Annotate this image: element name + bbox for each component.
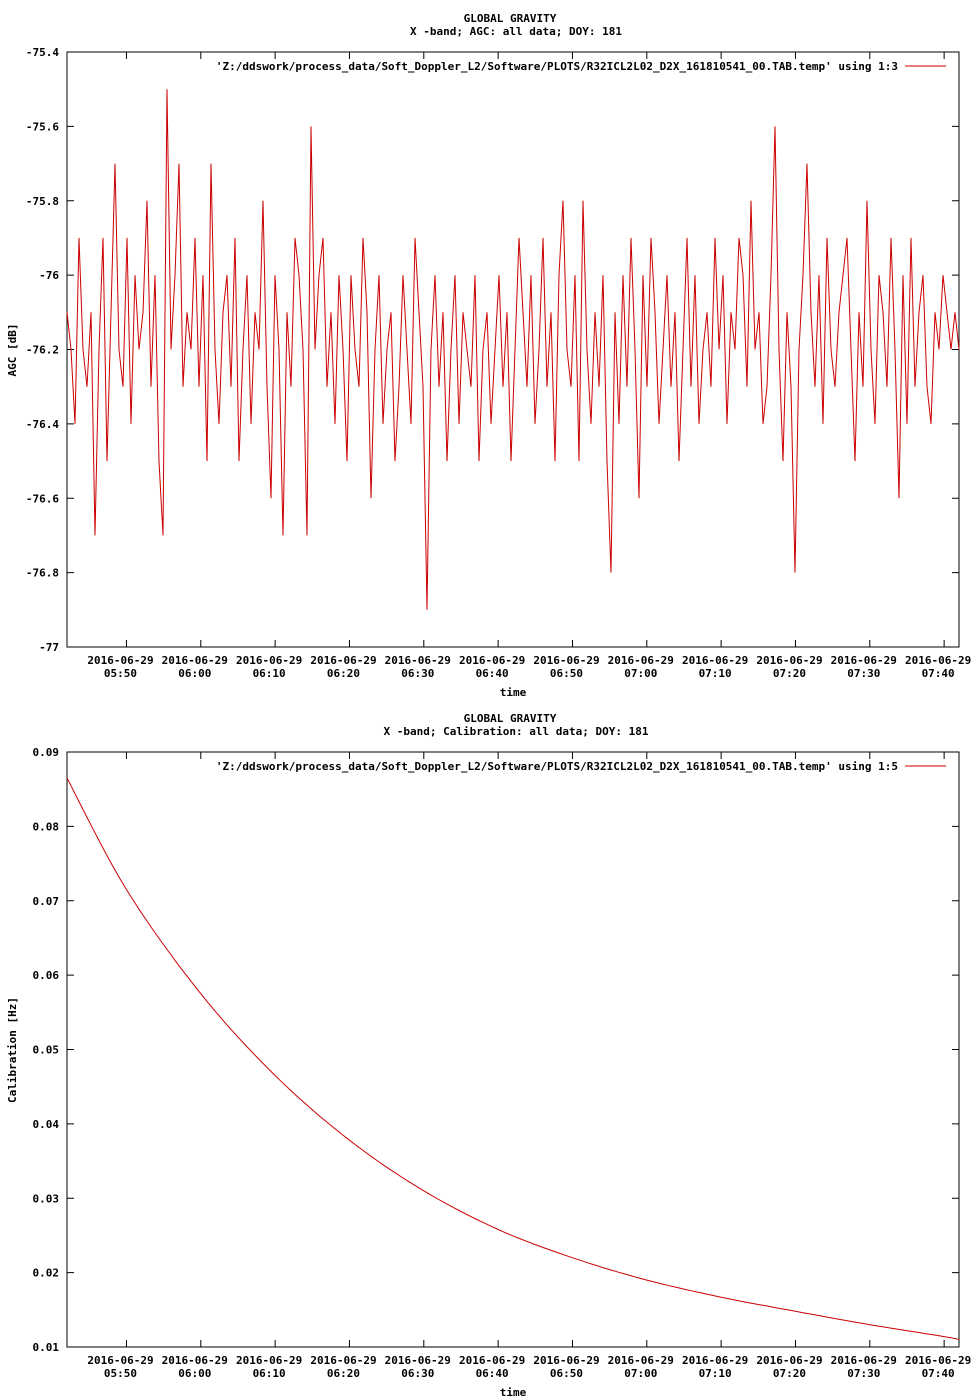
x-tick-date: 2016-06-29	[905, 654, 971, 667]
y-axis: 0.09 0.08 0.07 0.06 0.05 0.04 0.03 0.02 0.01	[33, 746, 959, 1354]
legend: 'Z:/ddswork/process_data/Soft_Doppler_L2…	[216, 760, 946, 773]
legend-entry-label: 'Z:/ddswork/process_data/Soft_Doppler_L2…	[216, 60, 898, 73]
x-tick-time: 06:00	[178, 667, 211, 680]
x-axis-label: time	[500, 1386, 527, 1399]
calibration-chart: GLOBAL GRAVITY X -band; Calibration: all…	[6, 712, 971, 1399]
y-axis-label: Calibration [Hz]	[6, 997, 19, 1103]
x-tick-date: 2016-06-29	[385, 654, 451, 667]
y-tick-label: -76.8	[26, 567, 59, 580]
y-tick-label: 0.01	[33, 1341, 60, 1354]
x-tick-date: 2016-06-29	[831, 654, 897, 667]
x-tick-time: 07:40	[922, 667, 955, 680]
y-tick-label: 0.04	[33, 1118, 60, 1131]
y-axis: -75.4 -75.6 -75.8 -76 -76.2 -76.4 -76.6 -76.8 -7…	[26, 46, 959, 654]
x-axis: 2016-06-2905:502016-06-2906:002016-06-29…	[87, 52, 971, 680]
y-tick-label: 0.02	[33, 1267, 60, 1280]
y-tick-label: 0.09	[33, 746, 60, 759]
x-tick-time: 06:30	[401, 667, 434, 680]
x-tick-time: 06:40	[476, 1367, 509, 1380]
x-tick-date: 2016-06-29	[310, 654, 376, 667]
y-tick-label: 0.03	[33, 1192, 60, 1205]
x-tick-time: 05:50	[104, 1367, 137, 1380]
x-tick-date: 2016-06-29	[831, 1354, 897, 1367]
x-tick-date: 2016-06-29	[459, 1354, 525, 1367]
x-tick-time: 06:50	[550, 1367, 583, 1380]
x-tick-date: 2016-06-29	[756, 1354, 822, 1367]
y-tick-label: -76.2	[26, 344, 59, 357]
x-tick-date: 2016-06-29	[682, 1354, 748, 1367]
x-tick-date: 2016-06-29	[236, 654, 302, 667]
y-tick-label: -76.4	[26, 418, 59, 431]
x-tick-date: 2016-06-29	[236, 1354, 302, 1367]
x-tick-date: 2016-06-29	[162, 654, 228, 667]
chart-subtitle: X -band; Calibration: all data; DOY: 181	[384, 725, 649, 738]
y-tick-label: -75.4	[26, 46, 59, 59]
x-tick-date: 2016-06-29	[608, 1354, 674, 1367]
x-tick-time: 07:20	[773, 667, 806, 680]
x-tick-date: 2016-06-29	[87, 1354, 153, 1367]
x-tick-date: 2016-06-29	[905, 1354, 971, 1367]
x-tick-time: 07:00	[624, 1367, 657, 1380]
x-tick-date: 2016-06-29	[533, 1354, 599, 1367]
plot-frame	[66, 751, 960, 1348]
x-tick-date: 2016-06-29	[162, 1354, 228, 1367]
x-tick-time: 07:30	[847, 667, 880, 680]
x-tick-time: 07:30	[847, 1367, 880, 1380]
x-tick-date: 2016-06-29	[533, 654, 599, 667]
y-tick-label: 0.05	[33, 1044, 60, 1057]
x-tick-date: 2016-06-29	[682, 654, 748, 667]
y-tick-label: -76	[39, 269, 59, 282]
y-tick-label: 0.08	[33, 820, 60, 833]
x-axis-label: time	[500, 686, 527, 699]
x-tick-time: 06:20	[327, 1367, 360, 1380]
y-tick-label: -76.6	[26, 492, 59, 505]
x-tick-date: 2016-06-29	[87, 654, 153, 667]
y-tick-label: -77	[39, 641, 59, 654]
x-tick-time: 07:20	[773, 1367, 806, 1380]
x-tick-time: 06:30	[401, 1367, 434, 1380]
x-tick-time: 06:40	[476, 667, 509, 680]
y-tick-label: 0.06	[33, 969, 60, 982]
x-tick-time: 07:10	[699, 1367, 732, 1380]
agc-series-line	[66, 89, 960, 610]
calibration-series-line	[66, 777, 960, 1341]
x-tick-time: 05:50	[104, 667, 137, 680]
x-tick-time: 07:40	[922, 1367, 955, 1380]
legend-entry-label: 'Z:/ddswork/process_data/Soft_Doppler_L2…	[216, 760, 898, 773]
x-tick-time: 06:20	[327, 667, 360, 680]
agc-chart: GLOBAL GRAVITY X -band; AGC: all data; D…	[6, 12, 971, 699]
chart-title: GLOBAL GRAVITY	[464, 712, 557, 725]
x-tick-time: 06:00	[178, 1367, 211, 1380]
x-tick-date: 2016-06-29	[385, 1354, 451, 1367]
x-tick-time: 07:10	[699, 667, 732, 680]
x-tick-time: 07:00	[624, 667, 657, 680]
y-tick-label: 0.07	[33, 895, 60, 908]
y-tick-label: -75.6	[26, 120, 59, 133]
x-tick-date: 2016-06-29	[310, 1354, 376, 1367]
chart-title: GLOBAL GRAVITY	[464, 12, 557, 25]
x-tick-date: 2016-06-29	[756, 654, 822, 667]
x-tick-date: 2016-06-29	[608, 654, 674, 667]
legend: 'Z:/ddswork/process_data/Soft_Doppler_L2…	[216, 60, 946, 73]
x-tick-date: 2016-06-29	[459, 654, 525, 667]
chart-subtitle: X -band; AGC: all data; DOY: 181	[410, 25, 622, 38]
y-axis-label: AGC [dB]	[6, 324, 19, 377]
x-tick-time: 06:10	[253, 667, 286, 680]
x-axis: 2016-06-2905:502016-06-2906:002016-06-29…	[87, 752, 971, 1380]
y-tick-label: -75.8	[26, 195, 59, 208]
x-tick-time: 06:10	[253, 1367, 286, 1380]
x-tick-time: 06:50	[550, 667, 583, 680]
